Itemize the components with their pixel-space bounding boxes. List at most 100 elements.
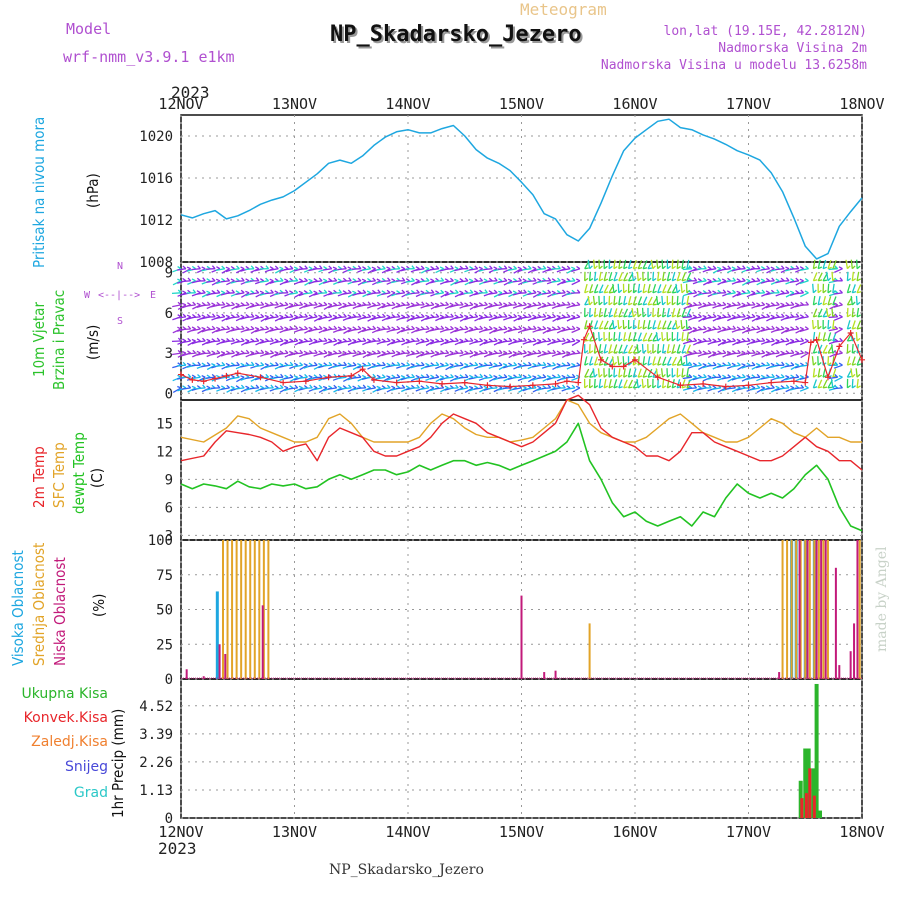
wind-arrow [707,364,717,367]
wind-arrow-head [177,314,182,318]
wind-arrow-head [647,277,652,282]
wind-arrow [751,316,761,322]
wind-arrow-head [250,338,255,342]
wind-arrow [770,280,780,285]
wind-arrow-head [856,327,862,330]
wind-arrow-head [598,385,604,389]
wind-arrow [761,292,770,297]
wind-arrow-head [532,277,537,282]
wind-arrow [692,387,702,393]
wind-arrow [337,316,347,319]
wind-arrow-head [775,338,780,342]
mid-cloud-bar [790,540,793,679]
wind-arrow-head [289,350,294,354]
wind-arrow-head [391,338,396,342]
wind-arrow [459,387,469,391]
wind-arrow-head [474,326,479,330]
wind-arrow [473,280,483,283]
wind-arrow-head [537,385,542,389]
wind-dir-n: N [117,261,124,272]
wind-arrow [220,387,230,391]
wind-arrow [216,292,226,298]
wind-arrow-head [352,278,357,282]
wind-arrow-head [264,289,269,294]
wind-arrow-head [562,289,566,294]
wind-arrow-head [613,385,618,389]
wind-arrow [172,328,182,334]
wind-arrow-head [795,277,800,282]
wind-arrow-head [225,302,230,306]
temp-unit: (C) [88,468,106,488]
wind-arrow-head [557,325,561,330]
wind-speed-point [632,356,638,363]
wind-arrow-head [594,301,598,306]
wind-arrow-head [260,301,265,306]
low-cloud-bar [543,672,546,679]
wind-arrow-head [415,278,420,282]
wind-arrow-head [838,326,843,330]
wind-arrow-head [523,337,527,342]
wind-arrow [785,387,795,393]
wind-arrow-head [647,313,652,318]
wind-arrow [598,332,600,342]
wind-arrow-head [474,385,479,389]
wind-arrow [680,283,683,293]
wind-arrow-head [503,350,508,354]
wind-arrow-head [537,326,542,330]
wind-arrow [250,268,260,273]
wind-arrow-head [567,301,571,306]
wind-arrow [850,368,853,378]
wind-arrow-head [280,325,284,330]
wind-arrow-head [517,289,522,294]
wind-arrow-head [284,314,289,318]
wind-arrow-head [532,337,537,342]
wind-arrow [832,283,835,293]
wind-speed-point [768,379,775,386]
wind-arrow-head [216,289,221,294]
wind-arrow [215,268,225,272]
wind-arrow-head [770,266,775,270]
dewpt-label: dewpt Temp [70,432,88,514]
sfc-temp-line [180,399,862,443]
wind-arrow [371,328,381,334]
wind-arrow [637,296,643,306]
wind-arrow-head [652,290,657,294]
wind-arrow-head [430,326,435,330]
wind-arrow-head [303,302,308,306]
wind-arrow-head [827,338,832,342]
wind-arrow-head [352,290,357,294]
mid-cloud-bar [858,540,861,679]
wind-arrow-head [201,362,206,366]
wind-arrow [367,364,376,370]
wind-arrow [317,304,328,308]
wind-arrow-head [406,362,411,366]
wind-arrow-head [216,266,221,270]
wind-arrow-head [386,384,391,389]
wind-arrow-head [357,302,362,306]
wind-arrow-head [270,289,274,294]
wind-arrow [274,364,284,370]
wind-arrow-head [230,385,235,389]
wind-arrow-head [347,350,352,354]
wind-arrow [498,304,508,310]
y-tick-temp: 6 [165,500,173,516]
wind-arrow-head [589,290,594,294]
wind-arrow-head [546,266,552,270]
wind-arrow-head [366,350,371,354]
wind-arrow-head [284,349,289,354]
wind-arrow [623,272,629,282]
wind-arrow-head [255,289,260,294]
wind-arrow [201,364,211,368]
wind-arrow-head [444,290,449,294]
wind-arrow [716,304,726,307]
wind-arrow [588,307,591,317]
wind-arrow-head [293,266,298,270]
wind-arrow [831,307,834,317]
wind-arrow [721,268,731,271]
wind-arrow-head [834,374,839,378]
wind-arrow-head [608,302,613,306]
wind-arrow-head [737,349,741,354]
wind-arrow [721,376,731,380]
wind-arrow-head [337,338,342,342]
wind-arrow [618,332,621,342]
